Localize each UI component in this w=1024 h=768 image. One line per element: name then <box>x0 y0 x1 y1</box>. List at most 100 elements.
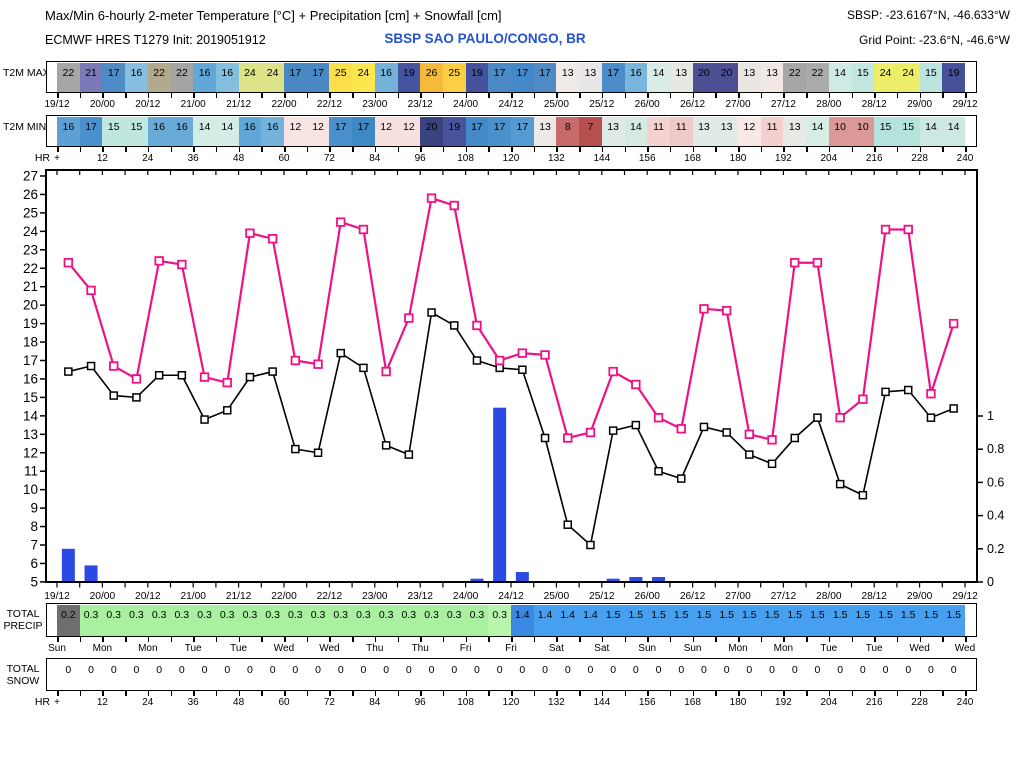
t2m_max-tick <box>397 93 399 98</box>
t2m_min-value: 13 <box>607 121 619 133</box>
t2m_max-axis-label: 20/12 <box>135 99 161 110</box>
left-axis-value: 22 <box>23 261 38 276</box>
t2m_max-axis-label: 26/00 <box>634 99 660 110</box>
t2m_max-tick <box>828 93 831 98</box>
total_snow-value: 0 <box>701 664 707 676</box>
total_precip-tick <box>511 637 513 642</box>
total_precip-value: 0.3 <box>356 609 371 621</box>
t2m_min-cell <box>238 116 262 146</box>
t2m_max-cell <box>533 62 557 92</box>
t2m_max-value: 17 <box>107 67 120 79</box>
total_precip-value: 0.3 <box>401 609 417 621</box>
t2m-min-marker <box>154 371 164 380</box>
t2m_min-cell <box>624 116 648 146</box>
total_precip-tick <box>851 637 853 642</box>
t2m-max-marker <box>154 256 164 266</box>
t2m_max-cell <box>397 62 421 92</box>
total_snow-value: 0 <box>859 664 866 676</box>
t2m_min-value: 17 <box>493 121 506 133</box>
t2m-max-marker <box>585 427 596 438</box>
total_snow-tick <box>488 691 490 696</box>
total_precip-cell <box>533 604 557 636</box>
t2m_min-tick <box>125 147 127 152</box>
total_precip-tick <box>942 637 944 642</box>
t2m_min-tick <box>465 147 468 152</box>
total_snow-value: 0 <box>928 664 934 676</box>
t2m_max-value: 16 <box>630 67 642 79</box>
chart-time-label: 27/12 <box>771 591 797 602</box>
t2m_max-cell <box>284 62 308 92</box>
t2m-min-marker <box>291 444 300 454</box>
total_snow-axis-label: 180 <box>729 697 747 708</box>
total_precip-tick <box>874 637 876 642</box>
total_snow-tick <box>896 691 899 696</box>
total_precip-axis-label: Wed <box>909 643 930 654</box>
total_precip-axis-label: Fri <box>459 643 472 654</box>
t2m-min-marker <box>245 372 255 382</box>
total_precip-value: 0.3 <box>333 609 349 621</box>
t2m-max-marker <box>858 394 868 404</box>
t2m_min-value: 12 <box>380 121 392 133</box>
t2m_max-value: 24 <box>266 67 279 79</box>
chart-time-label: 24/00 <box>453 591 479 602</box>
total_precip-value: 1.5 <box>878 609 893 621</box>
right-axis-value: 0.4 <box>987 509 1004 523</box>
total_precip-axis-label: Sat <box>594 643 610 654</box>
total_precip-tick <box>669 637 672 642</box>
total_snow-value: 0 <box>564 664 571 676</box>
total_snow-tick <box>556 691 558 696</box>
t2m_min-value: 17 <box>85 121 97 133</box>
t2m_min-axis-label: 24 <box>142 153 154 164</box>
total_precip-tick <box>147 637 150 642</box>
t2m_max-cell <box>896 62 921 92</box>
t2m_min-value: 12 <box>743 121 756 133</box>
t2m-min-marker <box>926 413 936 422</box>
t2m-max-marker <box>812 258 823 268</box>
total_snow-axis-label: 120 <box>502 697 520 708</box>
t2m_max-tick <box>738 93 740 98</box>
total_snow-value: 0 <box>519 664 526 676</box>
total_precip-tick <box>533 637 536 642</box>
t2m-min-marker <box>450 321 459 330</box>
t2m_min-tick <box>806 147 808 152</box>
total_snow-tick <box>647 691 649 696</box>
t2m_min-cell <box>601 116 625 146</box>
chart-time-label: 29/00 <box>907 591 933 602</box>
total_precip-axis-label: Wed <box>954 643 976 654</box>
total_snow-tick <box>533 691 536 696</box>
t2m_min-cell <box>170 116 194 146</box>
total_snow-tick <box>760 691 763 696</box>
t2m_max-tick <box>942 93 944 98</box>
total_snow-value: 0 <box>496 664 503 676</box>
t2m-min-marker <box>359 363 368 373</box>
total_precip-cell <box>329 604 353 636</box>
total_precip-value: 0.3 <box>492 609 507 621</box>
t2m_min-axis-label: 48 <box>233 153 245 164</box>
t2m-max-marker <box>426 193 437 203</box>
chart-time-label: 28/12 <box>861 591 887 602</box>
left-axis-value: 10 <box>23 482 38 497</box>
t2m-max-marker <box>358 224 369 235</box>
t2m_max-axis-label: 23/12 <box>407 99 433 110</box>
t2m-max-row-label: T2M MAX <box>3 67 50 79</box>
left-axis-value: 9 <box>30 501 38 516</box>
t2m_min-value: 13 <box>720 121 733 133</box>
total_precip-cell <box>942 604 966 636</box>
t2m-max-marker <box>494 355 505 366</box>
t2m_min-axis-label: 144 <box>593 153 611 164</box>
t2m_max-value: 20 <box>698 67 710 79</box>
total_snow-value: 0 <box>247 664 253 676</box>
t2m_min-value: 12 <box>289 121 302 133</box>
total_precip-tick <box>488 637 490 642</box>
t2m_min-value: 13 <box>539 121 551 133</box>
t2m_max-cell <box>511 62 535 92</box>
t2m-max-marker <box>404 313 414 323</box>
chart-time-label: 27/00 <box>725 591 751 602</box>
t2m_max-value: 13 <box>743 67 756 79</box>
total-snow-row-label: TOTAL SNOW <box>1 663 45 687</box>
t2m-max-marker <box>63 258 74 268</box>
t2m_max-value: 13 <box>584 67 597 79</box>
total_snow-tick <box>79 691 82 696</box>
chart-time-label: 25/12 <box>589 591 615 602</box>
t2m_max-cell <box>306 62 330 92</box>
